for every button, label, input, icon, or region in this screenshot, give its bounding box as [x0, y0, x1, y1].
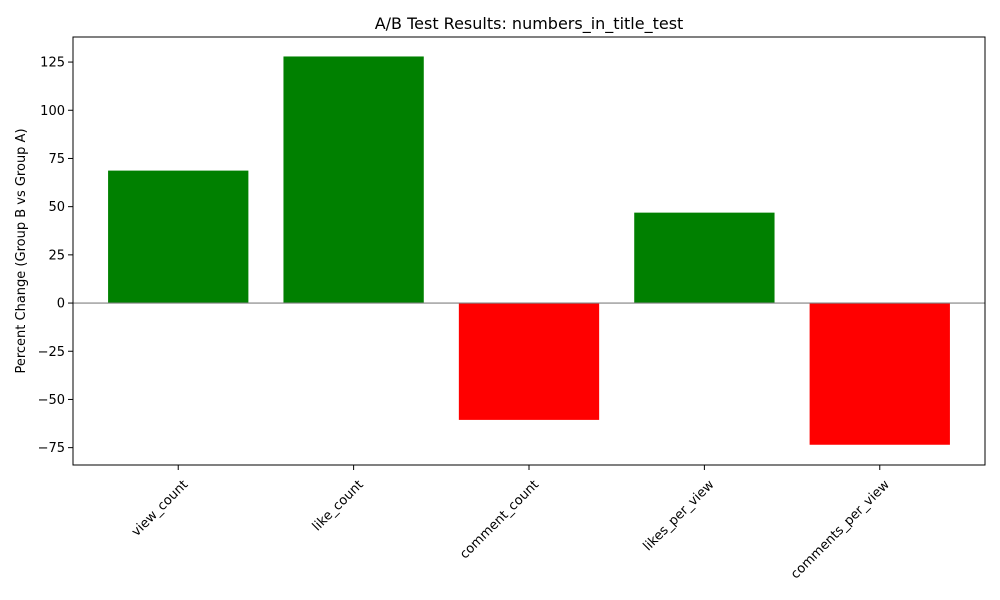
chart-title: A/B Test Results: numbers_in_title_test	[375, 14, 684, 34]
bars-layer	[108, 56, 950, 445]
bar-comment-count	[458, 303, 600, 420]
y-tick-label: −25	[38, 345, 65, 360]
plot-frame	[72, 36, 986, 466]
y-tick-label: 100	[40, 104, 65, 119]
y-tick-label: 25	[48, 248, 65, 263]
bar-like-count	[283, 56, 424, 304]
bar-view-count	[108, 170, 249, 304]
x-tick-label: view_count	[129, 477, 191, 539]
x-ticks-layer: view_count like_count comment_count likes_p…	[129, 465, 893, 582]
bar-likes-per-view	[634, 212, 775, 304]
x-tick-label: likes_per_view	[641, 477, 718, 554]
bar-comments-per-view	[809, 303, 950, 445]
y-tick-label: 50	[48, 200, 65, 215]
x-tick-label: like_count	[310, 477, 367, 534]
x-tick-label: comments_per_view	[788, 477, 893, 582]
y-ticks-layer: −75 −50 −25 0 25 50 75 100 125	[38, 56, 73, 456]
y-tick-label: −75	[38, 441, 65, 456]
y-tick-label: 0	[57, 297, 65, 312]
y-tick-label: 75	[48, 152, 65, 167]
x-tick-label: comment_count	[457, 477, 542, 562]
y-tick-label: −50	[38, 393, 65, 408]
y-tick-label: 125	[40, 56, 65, 71]
y-axis-label: Percent Change (Group B vs Group A)	[14, 128, 29, 373]
